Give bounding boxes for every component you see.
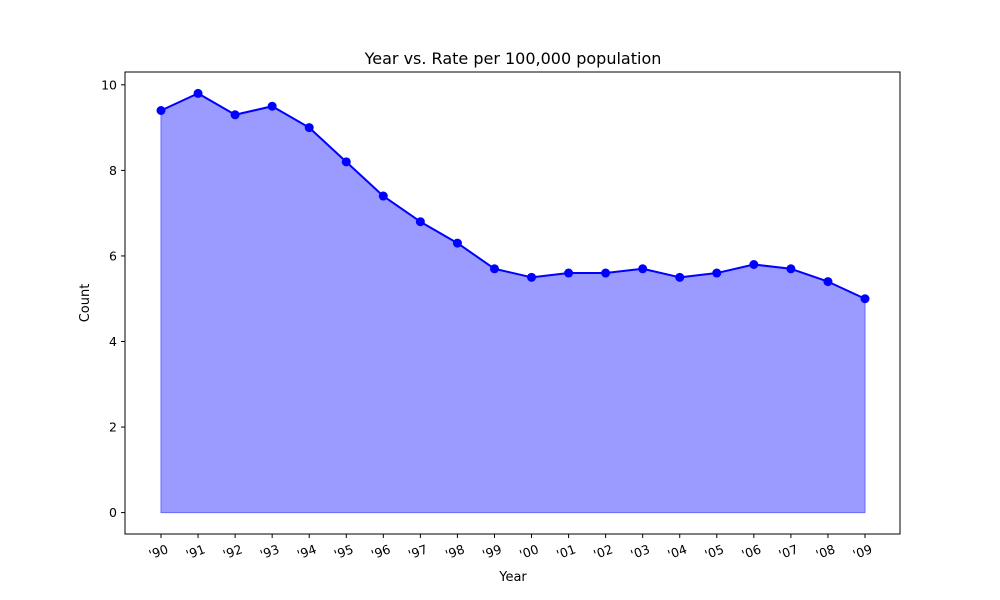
data-point	[786, 264, 796, 274]
data-point	[749, 260, 759, 269]
x-tick-label: '91	[184, 541, 207, 562]
y-tick-label: 2	[109, 420, 117, 435]
data-point	[564, 268, 574, 278]
data-point	[452, 238, 462, 248]
x-tick-label: '08	[814, 541, 837, 562]
y-tick-label: 4	[109, 334, 117, 349]
x-tick-label: '06	[740, 541, 763, 562]
data-point	[378, 191, 388, 201]
x-tick-label: '95	[332, 541, 355, 562]
data-point	[156, 106, 166, 115]
chart-title: Year vs. Rate per 100,000 population	[364, 49, 662, 68]
y-tick-label: 8	[109, 163, 117, 178]
data-point	[638, 264, 648, 274]
data-point	[193, 88, 203, 98]
x-axis: '90 '91 '92 '93 '94 '95 '96 '97 '98 '99 '00 '01 '02 '…	[147, 534, 874, 562]
x-tick-label: '03	[628, 541, 651, 562]
x-tick-label: '93	[258, 541, 281, 562]
data-point	[230, 110, 240, 120]
x-tick-label: '90	[147, 541, 170, 562]
x-tick-label: '04	[666, 541, 689, 562]
x-tick-label: '97	[406, 541, 429, 562]
y-axis: 0 2 4 6 8 10	[101, 77, 125, 520]
x-tick-label: '01	[554, 541, 577, 562]
data-point	[489, 264, 499, 274]
data-point	[860, 294, 870, 304]
x-tick-label: '05	[703, 541, 726, 562]
y-tick-label: 10	[101, 77, 117, 92]
plot-area	[156, 88, 870, 514]
x-tick-label: '98	[443, 541, 466, 562]
x-tick-label: '92	[221, 541, 244, 562]
x-tick-label: '94	[295, 541, 318, 562]
x-tick-label: '09	[851, 541, 874, 562]
y-tick-label: 6	[109, 248, 117, 263]
plot-frame	[124, 71, 901, 535]
data-point	[304, 123, 314, 133]
x-axis-label: Year	[498, 570, 527, 585]
x-tick-label: '02	[591, 541, 614, 562]
data-point	[823, 277, 833, 287]
data-point	[267, 101, 277, 111]
y-tick-label: 0	[109, 505, 117, 520]
area-fill	[160, 92, 866, 514]
x-tick-label: '99	[480, 541, 503, 562]
x-tick-label: '00	[517, 541, 540, 562]
x-tick-label: '07	[777, 541, 800, 562]
data-point	[712, 268, 722, 278]
data-point	[601, 268, 611, 278]
y-axis-label: Count	[78, 284, 93, 323]
data-point	[341, 157, 351, 167]
data-point	[415, 217, 425, 227]
data-point	[675, 272, 685, 282]
x-tick-label: '96	[369, 541, 392, 562]
series-line	[160, 92, 866, 300]
data-point	[527, 272, 537, 282]
